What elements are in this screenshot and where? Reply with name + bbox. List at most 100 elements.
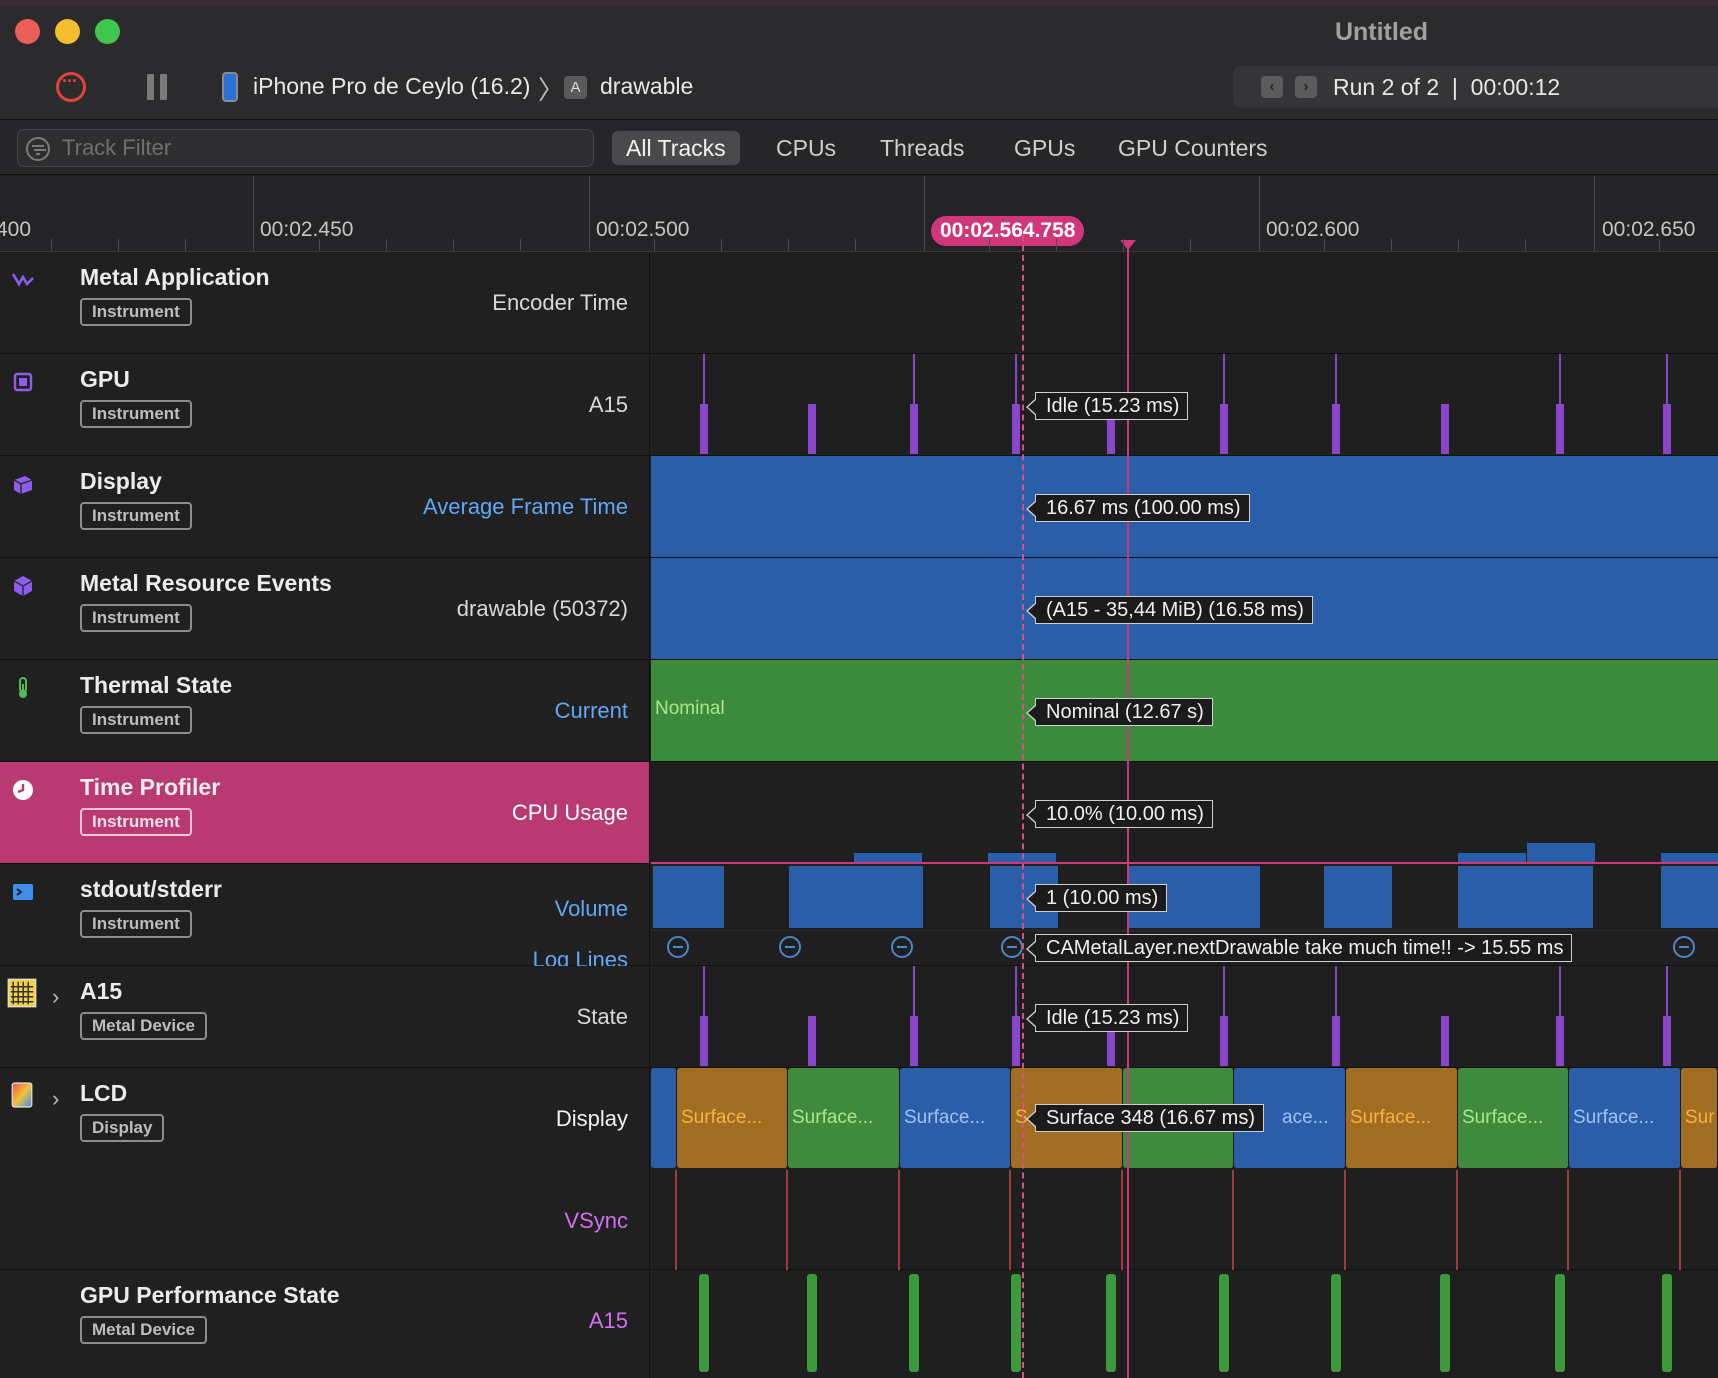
track-header[interactable]: Thermal State Instrument Current bbox=[0, 660, 650, 761]
gpu-grid-icon bbox=[7, 978, 37, 1008]
next-run-button[interactable]: › bbox=[1295, 76, 1317, 98]
surface-interval[interactable]: Surface... bbox=[1346, 1068, 1458, 1168]
track-name: Metal Application bbox=[80, 264, 270, 290]
track-detail-label: Average Frame Time bbox=[422, 494, 628, 519]
surface-interval[interactable]: Surface... bbox=[1458, 1068, 1569, 1168]
scope-all-tracks[interactable]: All Tracks bbox=[612, 131, 740, 165]
track-gpu-performance-state[interactable]: GPU Performance State Metal Device A15 bbox=[0, 1270, 1718, 1378]
vsync-line bbox=[675, 1170, 677, 1270]
track-graph[interactable]: 16.67 ms (100.00 ms) bbox=[651, 456, 1718, 557]
disclosure-chevron-icon[interactable]: › bbox=[52, 984, 60, 1009]
gpu-perf-state-bar bbox=[1555, 1274, 1565, 1372]
surface-interval[interactable]: Surface... bbox=[677, 1068, 788, 1168]
app-icon[interactable]: A bbox=[564, 76, 587, 99]
minimize-window-button[interactable] bbox=[55, 19, 80, 44]
ruler-label: 00:02.600 bbox=[1266, 218, 1360, 241]
track-graph[interactable]: 10.0% (10.00 ms) bbox=[651, 762, 1718, 863]
track-stdout-stderr[interactable]: stdout/stderr Instrument Volume Log Line… bbox=[0, 864, 1718, 972]
log-volume-bar bbox=[1324, 866, 1392, 928]
track-header[interactable]: GPU Instrument A15 bbox=[0, 354, 650, 455]
surface-interval[interactable]: Sur bbox=[1681, 1068, 1718, 1168]
gpu-activity-bar bbox=[700, 404, 708, 454]
cpu-usage-bar bbox=[854, 853, 922, 863]
track-header[interactable]: › A15 Metal Device State bbox=[0, 966, 650, 1067]
track-metal-application[interactable]: Metal Application Instrument Encoder Tim… bbox=[0, 252, 1718, 354]
track-graph[interactable]: Idle (15.23 ms) bbox=[651, 354, 1718, 455]
track-name: A15 bbox=[80, 978, 123, 1004]
track-time-profiler[interactable]: Time Profiler Instrument CPU Usage 10.0%… bbox=[0, 762, 1718, 864]
gpu-activity-bar bbox=[1107, 1016, 1115, 1066]
scope-threads[interactable]: Threads bbox=[880, 135, 965, 161]
close-window-button[interactable] bbox=[15, 19, 40, 44]
track-graph[interactable]: Idle (15.23 ms) bbox=[651, 966, 1718, 1067]
track-thermal-state[interactable]: Thermal State Instrument Current Nominal… bbox=[0, 660, 1718, 762]
track-detail-label: State bbox=[576, 1004, 628, 1029]
track-graph[interactable]: 1 (10.00 ms) CAMetalLayer.nextDrawable t… bbox=[651, 864, 1718, 965]
titlebar-edge bbox=[0, 0, 1718, 6]
target-device[interactable]: iPhone Pro de Ceylo (16.2) bbox=[253, 73, 531, 99]
track-detail-label: CPU Usage bbox=[511, 800, 628, 825]
display-icon bbox=[13, 476, 33, 494]
track-display[interactable]: Display Instrument Average Frame Time 16… bbox=[0, 456, 1718, 558]
scope-gpus[interactable]: GPUs bbox=[1014, 135, 1076, 161]
track-graph[interactable]: Nominal Nominal (12.67 s) bbox=[651, 660, 1718, 761]
thermometer-icon bbox=[19, 677, 27, 698]
gpu-activity-bar bbox=[700, 1016, 708, 1066]
log-line-marker-icon bbox=[1673, 936, 1695, 958]
track-header[interactable]: Metal Application Instrument Encoder Tim… bbox=[0, 252, 650, 353]
ruler-minor-tick bbox=[118, 239, 119, 251]
ruler-label: 400 bbox=[0, 218, 32, 241]
gpu-activity-bar bbox=[910, 1016, 918, 1066]
ruler-minor-tick bbox=[1458, 239, 1459, 251]
ruler-minor-tick bbox=[721, 239, 722, 251]
vsync-line bbox=[786, 1170, 788, 1270]
track-detail-label: A15 bbox=[588, 1308, 628, 1333]
track-graph[interactable] bbox=[651, 1270, 1718, 1378]
log-line-marker-icon bbox=[891, 936, 913, 958]
track-header[interactable]: stdout/stderr Instrument Volume Log Line… bbox=[0, 864, 650, 972]
ruler-minor-tick bbox=[520, 239, 521, 251]
zoom-window-button[interactable] bbox=[95, 19, 120, 44]
surface-interval[interactable]: Surface... bbox=[900, 1068, 1011, 1168]
previous-run-button[interactable]: ‹ bbox=[1261, 76, 1283, 98]
track-header[interactable]: GPU Performance State Metal Device A15 bbox=[0, 1270, 650, 1378]
scope-gpu-counters[interactable]: GPU Counters bbox=[1118, 135, 1268, 161]
track-header[interactable]: Display Instrument Average Frame Time bbox=[0, 456, 650, 557]
track-filter[interactable] bbox=[17, 129, 594, 167]
pause-button[interactable] bbox=[147, 74, 169, 100]
track-lcd[interactable]: › LCD Display Display VSync Surface... S… bbox=[0, 1068, 1718, 1270]
log-line-marker-bar bbox=[897, 946, 907, 948]
track-header[interactable]: › LCD Display Display VSync bbox=[0, 1068, 650, 1269]
track-name: GPU bbox=[80, 366, 130, 392]
track-graph[interactable]: Surface... Surface... Surface... S ace..… bbox=[651, 1068, 1718, 1270]
gpu-perf-state-bar bbox=[1662, 1274, 1672, 1372]
track-graph[interactable] bbox=[651, 252, 1718, 353]
ruler-minor-tick bbox=[1056, 239, 1057, 251]
track-filter-input[interactable] bbox=[62, 133, 582, 163]
record-button[interactable] bbox=[56, 71, 86, 102]
track-header[interactable]: Metal Resource Events Instrument drawabl… bbox=[0, 558, 650, 659]
iphone-icon[interactable] bbox=[222, 72, 238, 102]
track-a15[interactable]: › A15 Metal Device State Idle (15.23 ms) bbox=[0, 966, 1718, 1068]
ruler-major-tick bbox=[253, 176, 254, 251]
gpu-perf-state-bar bbox=[1219, 1274, 1229, 1372]
disclosure-chevron-icon[interactable]: › bbox=[52, 1086, 60, 1111]
track-type-badge: Instrument bbox=[80, 706, 192, 734]
track-detail-label: Current bbox=[554, 698, 628, 723]
target-app[interactable]: drawable bbox=[600, 73, 694, 99]
track-header[interactable]: Time Profiler Instrument CPU Usage bbox=[0, 762, 650, 863]
cpu-usage-bar bbox=[1527, 843, 1595, 863]
filter-icon bbox=[26, 137, 50, 161]
gpu-activity-bar bbox=[1663, 1016, 1671, 1066]
surface-interval[interactable]: Surface... bbox=[788, 1068, 900, 1168]
track-metal-resource-events[interactable]: Metal Resource Events Instrument drawabl… bbox=[0, 558, 1718, 660]
track-graph[interactable]: (A15 - 35,44 MiB) (16.58 ms) bbox=[651, 558, 1718, 659]
track-gpu[interactable]: GPU Instrument A15 Idle (15.23 ms) bbox=[0, 354, 1718, 456]
time-ruler[interactable]: 400 00:02.450 00:02.500 00:02.600 00:02.… bbox=[0, 176, 1718, 252]
playhead-time-badge[interactable]: 00:02.564.758 bbox=[931, 216, 1085, 246]
surface-interval[interactable]: Surface... bbox=[1569, 1068, 1681, 1168]
ruler-minor-tick bbox=[1659, 239, 1660, 251]
scope-cpus[interactable]: CPUs bbox=[776, 135, 837, 161]
ruler-major-tick bbox=[1594, 176, 1595, 251]
surface-interval[interactable] bbox=[651, 1068, 677, 1168]
